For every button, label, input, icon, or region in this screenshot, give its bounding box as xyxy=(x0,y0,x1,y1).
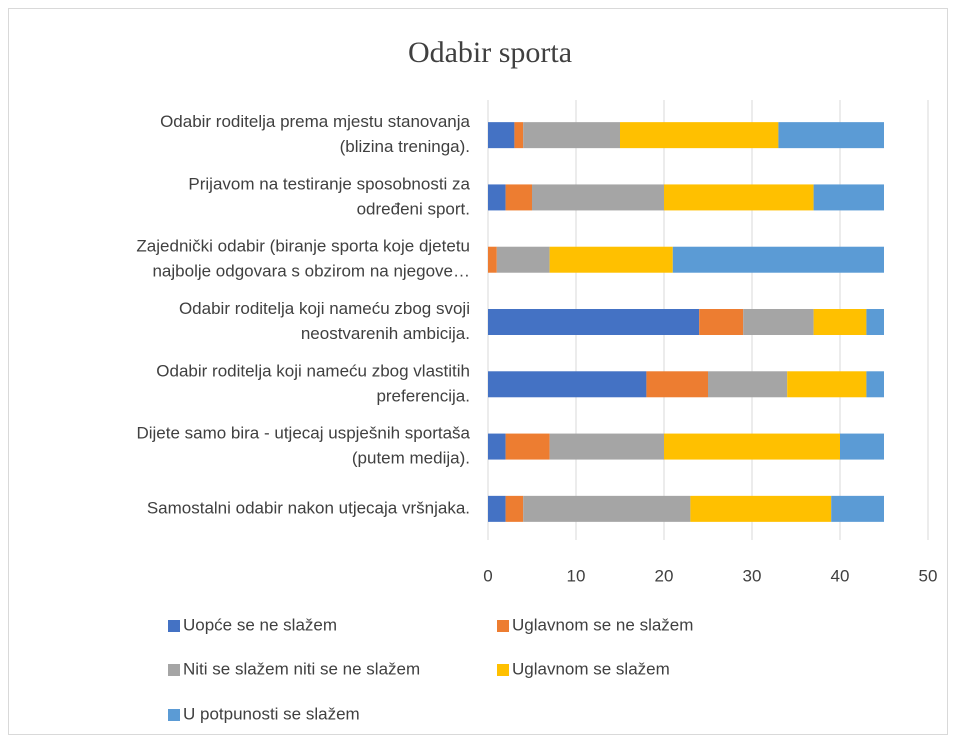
legend-label: Uglavnom se ne slažem xyxy=(512,615,693,634)
legend-label: Uglavnom se slažem xyxy=(512,659,670,678)
chart-title: Odabir sporta xyxy=(408,36,572,69)
y-tick-label: određeni sport. xyxy=(357,199,470,218)
y-tick-label: Odabir roditelja prema mjestu stanovanja xyxy=(160,112,470,131)
bar-segment xyxy=(505,495,524,522)
bar-segment xyxy=(505,433,550,460)
bar-segment xyxy=(664,433,840,460)
bar-segment xyxy=(488,309,700,335)
bar-segment xyxy=(505,184,532,211)
x-tick-label: 10 xyxy=(567,566,586,585)
bar-segment xyxy=(488,495,506,522)
y-tick-label: (putem medija). xyxy=(352,449,470,468)
bar-segment xyxy=(488,122,515,149)
x-tick-label: 40 xyxy=(831,566,850,585)
y-tick-label: (blizina treninga). xyxy=(340,137,470,156)
legend-label: Niti se slažem niti se ne slažem xyxy=(183,659,420,678)
bar-segment xyxy=(813,184,884,211)
y-tick-label: Zajednički odabir (biranje sporta koje d… xyxy=(136,237,470,256)
bar-segment xyxy=(532,184,664,211)
y-tick-label: Prijavom na testiranje sposobnosti za xyxy=(188,174,470,193)
bar-segment xyxy=(514,122,524,149)
bar-segment xyxy=(778,122,884,149)
bar-segment xyxy=(690,495,832,522)
legend-swatch xyxy=(168,709,180,721)
bar-segment xyxy=(699,309,744,335)
legend-swatch xyxy=(168,620,180,632)
bar-segment xyxy=(620,122,779,149)
bar-segment xyxy=(708,371,788,398)
bar-segment xyxy=(787,371,867,398)
y-tick-label: Odabir roditelja koji nameću zbog svoji xyxy=(179,299,470,318)
x-tick-label: 30 xyxy=(743,566,762,585)
legend-swatch xyxy=(168,664,180,676)
bar-segment xyxy=(523,495,691,522)
legend-swatch xyxy=(497,620,509,632)
x-tick-label: 20 xyxy=(655,566,674,585)
bar-segment xyxy=(549,433,664,460)
x-tick-label: 0 xyxy=(483,566,492,585)
bar-segment xyxy=(866,371,884,398)
bar-segment xyxy=(496,246,550,273)
legend-label: U potpunosti se slažem xyxy=(183,704,360,723)
bar-segment xyxy=(523,122,620,149)
y-tick-label: najbolje odgovara s obzirom na njegove… xyxy=(152,262,470,281)
bar-segment xyxy=(488,246,497,273)
bar-segment xyxy=(549,246,673,273)
bar-segment xyxy=(866,309,884,335)
bar-segment xyxy=(488,371,647,398)
legend-swatch xyxy=(497,664,509,676)
bar-segment xyxy=(813,309,867,335)
y-tick-label: preferencija. xyxy=(376,386,470,405)
bar-segment xyxy=(831,495,884,522)
bar-segment xyxy=(672,246,884,273)
x-tick-label: 50 xyxy=(919,566,938,585)
y-tick-label: neostvarenih ambicija. xyxy=(301,324,470,343)
bar-segment xyxy=(840,433,884,460)
y-tick-label: Odabir roditelja koji nameću zbog vlasti… xyxy=(156,361,470,380)
bar-segment xyxy=(488,184,506,211)
legend-label: Uopće se ne slažem xyxy=(183,615,337,634)
y-tick-label: Samostalni odabir nakon utjecaja vršnjak… xyxy=(147,498,470,517)
y-tick-label: Dijete samo bira - utjecaj uspješnih spo… xyxy=(136,424,470,443)
bar-segment xyxy=(743,309,814,335)
bar-segment xyxy=(646,371,708,398)
bar-segment xyxy=(664,184,814,211)
bar-segment xyxy=(488,433,506,460)
